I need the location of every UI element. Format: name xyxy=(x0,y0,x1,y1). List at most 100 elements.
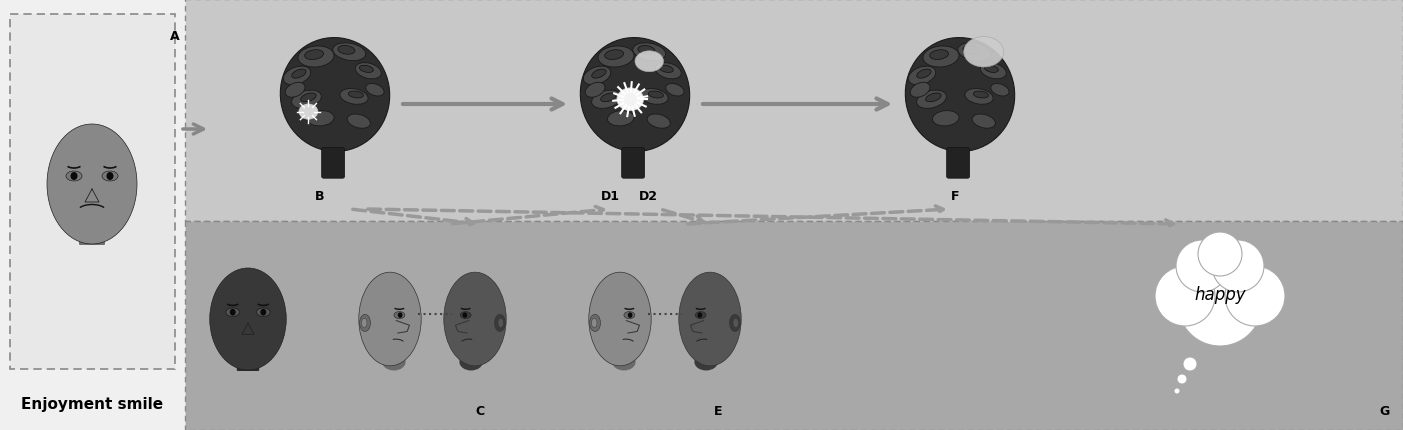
Ellipse shape xyxy=(730,315,741,332)
Ellipse shape xyxy=(964,37,1003,68)
Ellipse shape xyxy=(459,353,483,371)
Bar xyxy=(185,0,1403,221)
Ellipse shape xyxy=(281,38,390,152)
Ellipse shape xyxy=(585,83,605,98)
Ellipse shape xyxy=(647,115,671,129)
Ellipse shape xyxy=(460,312,471,319)
Bar xyxy=(0,0,185,430)
Text: D2: D2 xyxy=(638,190,658,203)
Ellipse shape xyxy=(494,315,505,332)
Ellipse shape xyxy=(347,115,370,129)
Ellipse shape xyxy=(666,84,685,97)
Ellipse shape xyxy=(655,64,682,80)
Text: G: G xyxy=(1381,404,1390,417)
Ellipse shape xyxy=(694,353,718,371)
Ellipse shape xyxy=(382,353,405,371)
Ellipse shape xyxy=(607,111,634,126)
Circle shape xyxy=(1183,357,1197,371)
Circle shape xyxy=(1179,262,1263,346)
Ellipse shape xyxy=(624,312,634,319)
Ellipse shape xyxy=(355,64,382,80)
Ellipse shape xyxy=(732,319,738,328)
Text: F: F xyxy=(951,190,960,203)
Ellipse shape xyxy=(592,91,622,109)
Ellipse shape xyxy=(102,172,118,181)
Ellipse shape xyxy=(908,67,936,86)
Ellipse shape xyxy=(398,313,403,318)
Ellipse shape xyxy=(589,315,600,332)
Ellipse shape xyxy=(916,91,947,109)
Ellipse shape xyxy=(638,46,655,55)
Text: Enjoyment smile: Enjoyment smile xyxy=(21,396,163,412)
Ellipse shape xyxy=(230,309,236,316)
Ellipse shape xyxy=(498,319,504,328)
Ellipse shape xyxy=(974,92,989,99)
Ellipse shape xyxy=(394,312,405,319)
Ellipse shape xyxy=(958,44,991,61)
Ellipse shape xyxy=(598,47,634,68)
FancyBboxPatch shape xyxy=(237,352,260,371)
Ellipse shape xyxy=(962,46,979,55)
Ellipse shape xyxy=(991,84,1009,97)
Text: happy: happy xyxy=(1194,286,1246,303)
Circle shape xyxy=(1212,240,1264,292)
Ellipse shape xyxy=(933,111,960,126)
Ellipse shape xyxy=(307,111,334,126)
Circle shape xyxy=(1176,240,1228,292)
Ellipse shape xyxy=(584,67,610,86)
Ellipse shape xyxy=(930,51,948,60)
Ellipse shape xyxy=(617,89,644,111)
Ellipse shape xyxy=(210,268,286,370)
Text: C: C xyxy=(476,404,484,417)
Ellipse shape xyxy=(592,319,598,328)
Ellipse shape xyxy=(972,115,995,129)
Ellipse shape xyxy=(70,172,77,181)
Ellipse shape xyxy=(66,172,81,181)
Circle shape xyxy=(1225,266,1285,326)
Ellipse shape xyxy=(257,308,271,317)
Ellipse shape xyxy=(46,125,137,244)
Ellipse shape xyxy=(226,308,240,317)
Ellipse shape xyxy=(659,66,673,73)
Ellipse shape xyxy=(333,44,366,61)
Ellipse shape xyxy=(589,273,651,366)
Ellipse shape xyxy=(612,353,636,371)
Bar xyxy=(10,15,175,369)
Ellipse shape xyxy=(697,313,702,318)
Ellipse shape xyxy=(592,70,606,79)
Text: B: B xyxy=(316,190,324,203)
Ellipse shape xyxy=(107,172,114,181)
Ellipse shape xyxy=(443,273,506,366)
Ellipse shape xyxy=(694,312,706,319)
Ellipse shape xyxy=(633,44,665,61)
Ellipse shape xyxy=(297,47,334,68)
Circle shape xyxy=(1155,266,1215,326)
Ellipse shape xyxy=(600,94,616,102)
Ellipse shape xyxy=(300,94,316,102)
Ellipse shape xyxy=(627,313,633,318)
Bar xyxy=(185,221,1403,430)
Ellipse shape xyxy=(985,66,999,73)
FancyBboxPatch shape xyxy=(622,148,644,179)
Ellipse shape xyxy=(359,273,421,366)
Ellipse shape xyxy=(359,315,370,332)
Ellipse shape xyxy=(911,83,930,98)
Text: D1: D1 xyxy=(600,190,620,203)
Ellipse shape xyxy=(679,273,741,366)
Ellipse shape xyxy=(283,67,310,86)
Text: A: A xyxy=(170,30,180,43)
Ellipse shape xyxy=(605,51,623,60)
Ellipse shape xyxy=(292,70,306,79)
Ellipse shape xyxy=(926,94,941,102)
Ellipse shape xyxy=(285,83,304,98)
Ellipse shape xyxy=(304,51,324,60)
Text: E: E xyxy=(714,404,723,417)
Ellipse shape xyxy=(581,38,690,152)
Ellipse shape xyxy=(292,91,321,109)
Ellipse shape xyxy=(261,309,267,316)
Ellipse shape xyxy=(348,92,363,99)
Ellipse shape xyxy=(636,52,664,73)
Ellipse shape xyxy=(338,46,355,55)
Ellipse shape xyxy=(923,47,960,68)
Ellipse shape xyxy=(965,89,993,105)
